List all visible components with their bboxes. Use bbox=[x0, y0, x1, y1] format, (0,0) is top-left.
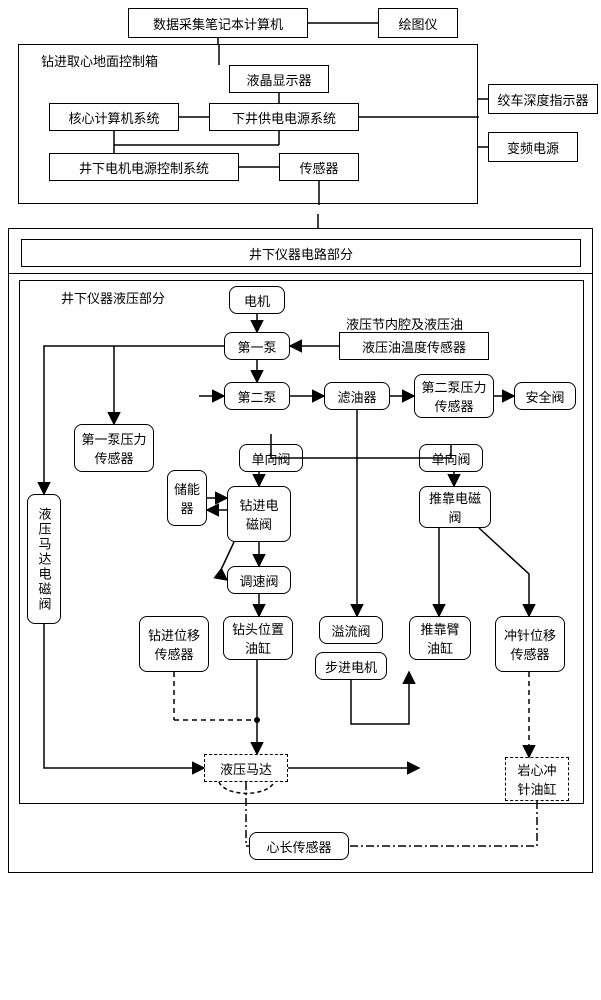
lcd-label: 液晶显示器 bbox=[246, 70, 311, 89]
accumulator-box: 储能器 bbox=[167, 470, 207, 526]
speed-valve-box: 调速阀 bbox=[227, 566, 291, 594]
pump2-press-box: 第二泵压力传感器 bbox=[414, 374, 494, 418]
circuit-outer-frame: 井下仪器电路部分 bbox=[8, 228, 593, 274]
overflow-label: 溢流阀 bbox=[331, 621, 370, 640]
motor-ctrl-label: 井下电机电源控制系统 bbox=[79, 158, 209, 177]
winch-box: 绞车深度指示器 bbox=[488, 84, 598, 114]
hydraulic-frame: 井下仪器液压部分 液压节内腔及液压油 电机 第一泵 液压油温度传感器 第二泵 滤… bbox=[8, 273, 593, 873]
power-downhole-box: 下井供电电源系统 bbox=[209, 103, 359, 131]
pump1-press-label: 第一泵压力传感器 bbox=[81, 429, 147, 467]
core-cpu-box: 核心计算机系统 bbox=[49, 103, 179, 131]
inner-hyd-frame bbox=[19, 280, 584, 804]
drill-solenoid-label: 钻进电磁阀 bbox=[234, 495, 284, 533]
bit-cyl-label: 钻头位置油缸 bbox=[230, 619, 286, 657]
drill-solenoid-box: 钻进电磁阀 bbox=[227, 486, 291, 542]
oil-temp-label: 液压油温度传感器 bbox=[362, 337, 466, 356]
circuit-title-box: 井下仪器电路部分 bbox=[21, 239, 581, 267]
drill-disp-box: 钻进位移传感器 bbox=[139, 616, 209, 672]
stepper-label: 步进电机 bbox=[325, 657, 377, 676]
plotter-label: 绘图仪 bbox=[398, 14, 437, 33]
laptop-label: 数据采集笔记本计算机 bbox=[153, 14, 283, 33]
sensor-box: 传感器 bbox=[279, 153, 359, 181]
pump1-press-box: 第一泵压力传感器 bbox=[74, 424, 154, 472]
pump2-box: 第二泵 bbox=[224, 382, 290, 410]
motor-box: 电机 bbox=[229, 286, 285, 314]
core-punch-cyl-label: 岩心冲针油缸 bbox=[512, 760, 562, 798]
filter-box: 滤油器 bbox=[324, 382, 390, 410]
lcd-box: 液晶显示器 bbox=[229, 65, 329, 93]
surface-frame: 钻进取心地面控制箱 液晶显示器 核心计算机系统 下井供电电源系统 井下电机电源控… bbox=[18, 44, 478, 204]
punch-disp-label: 冲针位移传感器 bbox=[502, 625, 558, 663]
speed-valve-label: 调速阀 bbox=[239, 571, 278, 590]
pump1-label: 第一泵 bbox=[237, 337, 276, 356]
pump2-press-label: 第二泵压力传感器 bbox=[421, 377, 487, 415]
safety-label: 安全阀 bbox=[525, 387, 564, 406]
core-punch-cyl-box: 岩心冲针油缸 bbox=[505, 757, 569, 801]
sensor-label: 传感器 bbox=[299, 158, 338, 177]
hyd-motor-valve-box: 液压马达电磁阀 bbox=[27, 494, 61, 624]
pump2-label: 第二泵 bbox=[237, 387, 276, 406]
hyd-motor-valve-label: 液压马达电磁阀 bbox=[35, 507, 54, 612]
motor-label: 电机 bbox=[244, 291, 270, 310]
safety-box: 安全阀 bbox=[514, 382, 576, 410]
hyd-motor-box: 液压马达 bbox=[204, 754, 288, 782]
bit-cyl-box: 钻头位置油缸 bbox=[223, 616, 293, 660]
power-downhole-label: 下井供电电源系统 bbox=[232, 108, 336, 127]
vfd-box: 变频电源 bbox=[488, 132, 578, 162]
filter-label: 滤油器 bbox=[337, 387, 376, 406]
laptop-box: 数据采集笔记本计算机 bbox=[128, 8, 308, 38]
circuit-title-label: 井下仪器电路部分 bbox=[249, 244, 353, 263]
core-cpu-label: 核心计算机系统 bbox=[68, 108, 159, 127]
check2-box: 单向阀 bbox=[419, 444, 483, 472]
overflow-box: 溢流阀 bbox=[319, 616, 383, 644]
surface-title: 钻进取心地面控制箱 bbox=[39, 51, 160, 70]
core-len-box: 心长传感器 bbox=[249, 832, 349, 860]
vfd-label: 变频电源 bbox=[507, 138, 559, 157]
accumulator-label: 储能器 bbox=[174, 479, 200, 517]
core-len-label: 心长传感器 bbox=[266, 837, 331, 856]
drill-disp-label: 钻进位移传感器 bbox=[146, 625, 202, 663]
winch-label: 绞车深度指示器 bbox=[497, 90, 588, 109]
plotter-box: 绘图仪 bbox=[378, 8, 458, 38]
check1-box: 单向阀 bbox=[239, 444, 303, 472]
punch-disp-box: 冲针位移传感器 bbox=[495, 616, 565, 672]
anchor-cyl-box: 推靠臂油缸 bbox=[409, 616, 471, 660]
check1-label: 单向阀 bbox=[251, 449, 290, 468]
anchor-solenoid-box: 推靠电磁阀 bbox=[419, 486, 491, 528]
hyd-motor-label: 液压马达 bbox=[220, 759, 272, 778]
anchor-cyl-label: 推靠臂油缸 bbox=[416, 619, 464, 657]
oil-temp-box: 液压油温度传感器 bbox=[339, 332, 489, 360]
pump1-box: 第一泵 bbox=[224, 332, 290, 360]
check2-label: 单向阀 bbox=[431, 449, 470, 468]
stepper-box: 步进电机 bbox=[315, 652, 387, 680]
anchor-solenoid-label: 推靠电磁阀 bbox=[426, 488, 484, 526]
motor-ctrl-box: 井下电机电源控制系统 bbox=[49, 153, 239, 181]
